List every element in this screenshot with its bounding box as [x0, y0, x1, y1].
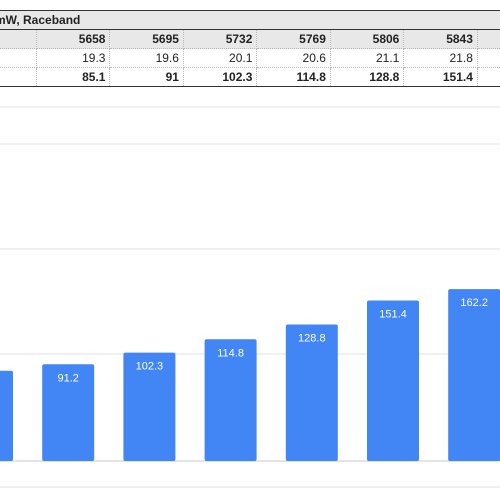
data-table: mW, Raceband 5658 5695 5732 5769 5806 58…	[0, 10, 500, 87]
table-cell: 20.1	[182, 48, 258, 68]
bar-chart: 91.2 102.3 114.8 128.8 151.4 162.2	[0, 106, 500, 488]
column-header: 5695	[109, 29, 184, 49]
table-cell: 151.4	[403, 67, 478, 87]
table-title-row: mW, Raceband	[0, 10, 500, 30]
table-cell: 21.8	[403, 48, 478, 68]
bar-value-label: 128.8	[298, 333, 326, 345]
bar-value-label: 114.8	[217, 347, 244, 359]
table-header-row: 5658 5695 5732 5769 5806 5843	[0, 29, 500, 49]
bar	[448, 289, 500, 461]
table-cell: 114.8	[256, 67, 331, 87]
table-row: 85.1 91 102.3 114.8 128.8 151.4	[0, 67, 500, 87]
column-header: 5732	[182, 29, 258, 49]
table-cell: 128.8	[329, 67, 405, 87]
table-cell: 20.6	[256, 48, 331, 68]
bar-value-label: 102.3	[136, 361, 164, 373]
table-cell: 19.6	[109, 48, 184, 68]
column-header: 5769	[256, 29, 331, 49]
table-cell: 21.1	[329, 48, 405, 68]
bar	[204, 339, 257, 461]
table-cell: 85.1	[35, 67, 111, 87]
table-cell: 19.3	[35, 48, 111, 68]
table-cell	[476, 48, 500, 68]
bar-layer	[0, 289, 500, 461]
bar	[0, 370, 13, 461]
bar	[367, 300, 419, 461]
table-cell	[476, 67, 500, 87]
table-cell: 102.3	[182, 67, 258, 87]
bar-value-label: 151.4	[379, 309, 407, 321]
table-corner-cell	[0, 29, 37, 49]
bar-value-label: 162.2	[460, 297, 488, 309]
bar	[42, 364, 95, 461]
table-row: 19.3 19.6 20.1 20.6 21.1 21.8	[0, 48, 500, 68]
column-header: 5843	[403, 29, 478, 49]
bar-value-label: 91.2	[57, 372, 78, 384]
table-cell: 91	[109, 67, 184, 87]
label-layer: 91.2 102.3 114.8 128.8 151.4 162.2	[57, 297, 487, 384]
column-header: 5806	[329, 29, 405, 49]
table-title: mW, Raceband	[0, 10, 500, 30]
row-label-cell	[0, 67, 37, 87]
row-label-cell	[0, 48, 37, 68]
table-cell	[476, 29, 500, 49]
column-header: 5658	[35, 29, 111, 49]
bar	[123, 352, 176, 461]
bar	[285, 324, 338, 461]
